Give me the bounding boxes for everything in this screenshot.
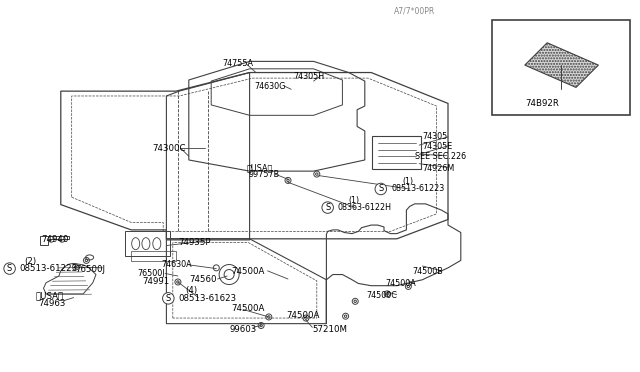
Circle shape: [177, 281, 179, 283]
Text: 76500J: 76500J: [138, 269, 165, 278]
Text: A7/7*00PR: A7/7*00PR: [394, 7, 435, 16]
Text: SEE SEC.226: SEE SEC.226: [415, 153, 466, 161]
Text: 74500A: 74500A: [232, 267, 265, 276]
Polygon shape: [525, 43, 598, 87]
Text: 08363-6122H: 08363-6122H: [338, 203, 392, 212]
Circle shape: [85, 259, 88, 262]
Bar: [492, 20, 630, 115]
Text: 74500A: 74500A: [287, 311, 320, 320]
Text: 74500A: 74500A: [385, 279, 416, 288]
Text: 08513-61223: 08513-61223: [392, 185, 445, 193]
Circle shape: [305, 317, 307, 319]
Circle shape: [407, 285, 410, 288]
Text: (1): (1): [402, 177, 413, 186]
Text: 74935P: 74935P: [178, 238, 211, 247]
Text: 74630A: 74630A: [161, 260, 192, 269]
Text: S: S: [325, 203, 330, 212]
Text: 08513-61623: 08513-61623: [178, 294, 236, 303]
Circle shape: [386, 293, 388, 295]
Text: 74560: 74560: [189, 275, 216, 284]
Text: 74991: 74991: [142, 278, 170, 286]
Text: 74940: 74940: [42, 235, 69, 244]
Text: S: S: [7, 264, 12, 273]
Text: 74630G: 74630G: [255, 82, 286, 91]
Circle shape: [287, 179, 289, 182]
Text: 〈USA〉: 〈USA〉: [246, 163, 273, 172]
Text: 74B92R: 74B92R: [525, 99, 559, 108]
Text: 74300C: 74300C: [152, 144, 186, 153]
Bar: [131, 251, 176, 262]
Circle shape: [268, 316, 270, 318]
Text: (2): (2): [24, 257, 36, 266]
Text: 74500A: 74500A: [232, 304, 265, 312]
Text: S: S: [166, 294, 171, 303]
Text: 99757B: 99757B: [248, 170, 280, 179]
Text: (1): (1): [349, 196, 360, 205]
Text: 99603: 99603: [229, 325, 257, 334]
Text: 〈USA〉: 〈USA〉: [35, 291, 63, 300]
Circle shape: [316, 173, 318, 175]
Text: 74963: 74963: [38, 299, 66, 308]
Circle shape: [344, 315, 347, 317]
Text: 74500C: 74500C: [366, 291, 397, 300]
Text: 74500B: 74500B: [413, 267, 444, 276]
Text: 57210M: 57210M: [312, 325, 348, 334]
Text: 76500J: 76500J: [76, 265, 106, 274]
Text: S: S: [378, 185, 383, 193]
Text: 74926M: 74926M: [422, 164, 454, 173]
Circle shape: [260, 324, 262, 327]
Text: 74755A: 74755A: [223, 60, 253, 68]
Text: 74305: 74305: [422, 132, 447, 141]
Circle shape: [74, 266, 77, 268]
Text: (4): (4): [186, 286, 198, 295]
Text: 74305E: 74305E: [422, 142, 452, 151]
Circle shape: [213, 265, 220, 271]
Text: 08513-61223: 08513-61223: [19, 264, 77, 273]
Text: 74305H: 74305H: [293, 72, 324, 81]
Circle shape: [354, 300, 356, 302]
